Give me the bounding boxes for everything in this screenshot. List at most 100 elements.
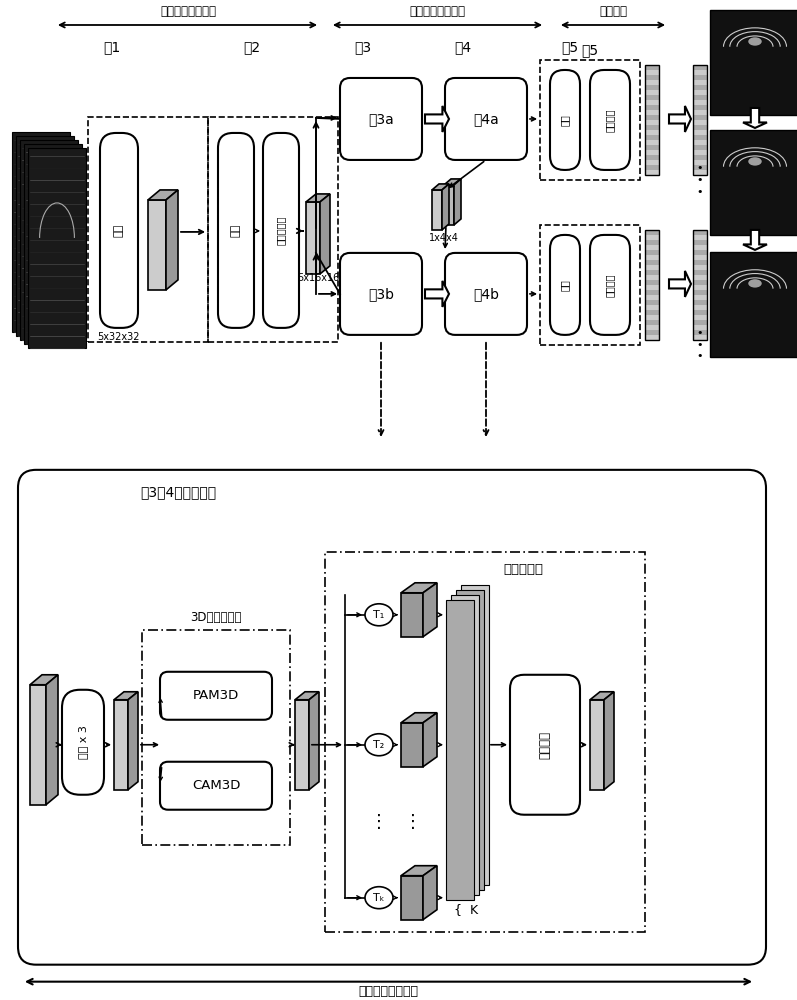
Polygon shape — [306, 202, 320, 274]
Polygon shape — [590, 700, 604, 790]
FancyBboxPatch shape — [100, 133, 138, 328]
FancyBboxPatch shape — [160, 762, 272, 810]
Bar — [645, 310, 659, 315]
FancyBboxPatch shape — [340, 78, 422, 160]
Bar — [24, 144, 82, 344]
Bar — [693, 120, 707, 125]
Bar — [693, 90, 707, 95]
Ellipse shape — [748, 279, 762, 288]
Polygon shape — [446, 600, 474, 900]
Bar — [645, 235, 659, 240]
Text: 注意力多尺度模块: 注意力多尺度模块 — [358, 985, 418, 998]
Bar — [645, 150, 659, 155]
Polygon shape — [401, 593, 423, 637]
Ellipse shape — [748, 157, 762, 166]
Polygon shape — [401, 876, 423, 920]
Ellipse shape — [365, 734, 393, 756]
Bar — [645, 165, 659, 170]
Text: 块4a: 块4a — [473, 112, 499, 126]
Ellipse shape — [365, 604, 393, 626]
Bar — [693, 125, 707, 130]
Bar — [142, 630, 290, 845]
Bar — [693, 320, 707, 325]
Polygon shape — [425, 106, 449, 132]
Polygon shape — [425, 281, 449, 307]
Bar — [693, 70, 707, 75]
Bar — [693, 135, 707, 140]
Polygon shape — [401, 866, 437, 876]
Text: 块2: 块2 — [243, 40, 261, 54]
Bar — [693, 230, 707, 235]
Text: 5x16x16: 5x16x16 — [296, 273, 340, 283]
Bar — [645, 65, 659, 175]
Polygon shape — [743, 108, 767, 128]
Bar — [88, 117, 208, 342]
Bar — [645, 145, 659, 150]
Bar — [16, 136, 74, 336]
Bar — [693, 245, 707, 250]
Text: 多尺度模块: 多尺度模块 — [276, 216, 286, 245]
Polygon shape — [590, 692, 614, 700]
Bar — [645, 120, 659, 125]
Text: ⋮: ⋮ — [370, 813, 388, 831]
Bar — [645, 270, 659, 275]
Polygon shape — [401, 583, 437, 593]
Text: PAM3D: PAM3D — [193, 689, 239, 702]
Bar — [693, 290, 707, 295]
Text: Tₖ: Tₖ — [373, 893, 385, 903]
Bar — [693, 65, 707, 70]
Bar — [645, 80, 659, 85]
Bar — [645, 240, 659, 245]
Bar — [710, 10, 797, 115]
Bar — [645, 230, 659, 340]
Bar — [693, 115, 707, 120]
Bar — [645, 65, 659, 70]
Polygon shape — [401, 723, 423, 767]
Text: T₁: T₁ — [373, 610, 385, 620]
Bar — [645, 320, 659, 325]
Text: 多尺度模块: 多尺度模块 — [504, 563, 544, 576]
Bar — [208, 117, 338, 342]
Polygon shape — [30, 675, 58, 685]
Polygon shape — [423, 866, 437, 920]
Polygon shape — [454, 179, 461, 225]
Text: 块3块4的内部结构: 块3块4的内部结构 — [140, 485, 216, 499]
Bar — [645, 305, 659, 310]
Bar — [693, 140, 707, 145]
Bar — [645, 275, 659, 280]
Polygon shape — [461, 585, 489, 885]
FancyBboxPatch shape — [590, 70, 630, 170]
Polygon shape — [148, 200, 166, 290]
Bar — [645, 110, 659, 115]
FancyBboxPatch shape — [62, 690, 104, 795]
Bar — [645, 330, 659, 335]
Bar — [693, 325, 707, 330]
Bar — [645, 245, 659, 250]
Text: 3D注意力模块: 3D注意力模块 — [190, 611, 241, 624]
Text: 5x32x32: 5x32x32 — [96, 332, 139, 342]
Bar — [645, 325, 659, 330]
Bar — [693, 235, 707, 240]
Text: 卷积: 卷积 — [560, 114, 570, 126]
Bar — [693, 80, 707, 85]
Text: CAM3D: CAM3D — [192, 779, 240, 792]
FancyBboxPatch shape — [445, 78, 527, 160]
Bar — [693, 105, 707, 110]
Bar — [710, 252, 797, 357]
Text: 块3b: 块3b — [368, 287, 394, 301]
FancyBboxPatch shape — [218, 133, 254, 328]
Bar — [693, 300, 707, 305]
Bar — [28, 148, 86, 348]
Polygon shape — [423, 583, 437, 637]
Bar — [645, 90, 659, 95]
Bar — [645, 250, 659, 255]
Text: •
•
•: • • • — [697, 163, 703, 197]
Bar — [325, 552, 645, 932]
Polygon shape — [669, 271, 691, 297]
FancyBboxPatch shape — [445, 253, 527, 335]
Bar — [645, 115, 659, 120]
Bar — [645, 290, 659, 295]
Bar — [693, 240, 707, 245]
Polygon shape — [320, 194, 330, 274]
Text: •
•
•: • • • — [697, 328, 703, 361]
